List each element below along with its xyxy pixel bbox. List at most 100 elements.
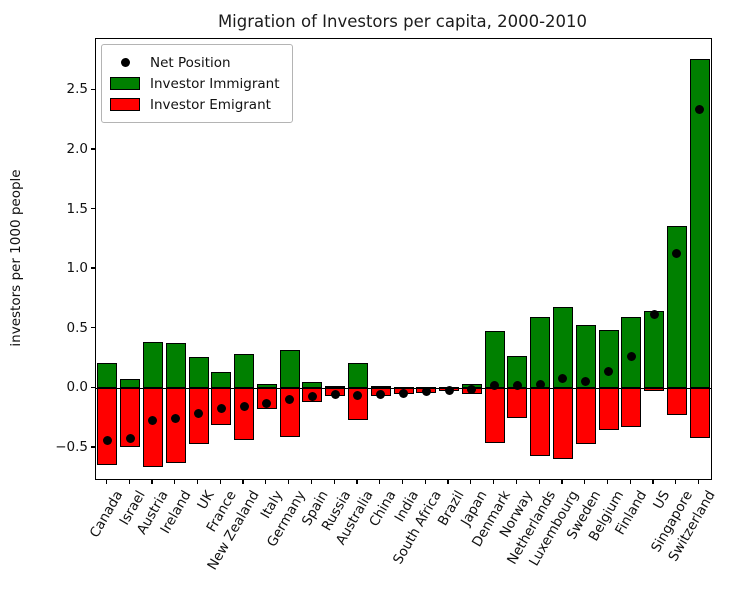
bar-emigrant-denmark [484,387,505,443]
net-dot-italy [262,399,272,409]
net-dot-new-zealand [239,401,249,411]
legend-label: Investor Emigrant [150,96,271,113]
y-tick-−0.5 [90,446,95,448]
legend-item-investor-immigrant: Investor Immigrant [109,73,280,94]
legend-label: Investor Immigrant [150,75,280,92]
net-dot-brazil [444,386,454,396]
bar-emigrant-netherlands [530,387,551,456]
plot-area [95,38,712,480]
patch-icon [110,98,140,111]
bar-immigrant-netherlands [530,316,551,389]
x-tick-denmark [492,479,495,484]
net-dot-us [649,309,659,319]
y-tick-1.0 [90,267,95,269]
x-tick-australia [356,479,358,484]
bar-immigrant-australia [347,363,368,389]
bar-emigrant-austria [142,387,163,467]
legend-item-net-position: Net Position [109,52,280,73]
net-dot-austria [148,416,158,426]
x-tick-germany [287,479,290,484]
x-tick-switzerland [697,479,700,484]
net-dot-norway [512,381,522,391]
y-tick-0.5 [90,327,95,329]
y-tick-label-−0.5: −0.5 [55,438,88,455]
y-tick-label-0.5: 0.5 [66,319,88,336]
patch-icon [110,77,140,90]
bar-immigrant-denmark [484,331,505,389]
legend-item-investor-emigrant: Investor Emigrant [109,94,280,115]
dot-icon [120,58,130,67]
investor-emigrant-swatch [109,98,141,111]
bar-emigrant-sweden [575,387,596,444]
y-axis-label: investors per 1000 people [8,169,24,347]
chart-title: Migration of Investors per capita, 2000-… [217,12,588,31]
net-dot-australia [353,391,363,401]
x-tick-norway [515,479,518,484]
x-tick-uk [196,479,199,484]
x-tick-singapore [675,479,677,484]
legend: Net Position Investor Immigrant Investor E… [101,44,293,123]
net-dot-finland [626,351,636,361]
x-tick-canada [105,479,108,484]
net-dot-south-africa [421,387,431,397]
net-dot-belgium [604,367,613,377]
x-tick-japan [470,479,472,484]
x-tick-spain [310,479,313,484]
legend-label: Net Position [150,54,231,71]
zero-line [96,387,711,390]
net-dot-luxembourg [558,374,568,384]
net-dot-russia [330,389,340,399]
x-tick-luxembourg [561,479,563,484]
y-tick-label-0.0: 0.0 [66,379,88,396]
net-dot-israel [125,433,135,443]
y-tick-2.5 [90,88,95,90]
net-dot-spain [307,392,317,402]
bar-emigrant-ireland [165,387,186,463]
bar-emigrant-finland [621,387,642,428]
x-tick-south-africa [424,479,426,484]
bar-emigrant-singapore [666,387,687,416]
bar-emigrant-norway [507,387,528,418]
x-tick-china [379,479,381,484]
bar-immigrant-canada [97,363,118,389]
net-position-marker [109,58,141,67]
investor-immigrant-swatch [109,77,141,90]
bar-immigrant-belgium [598,329,619,389]
net-dot-canada [102,436,112,446]
bar-immigrant-uk [188,357,209,389]
bar-immigrant-us [644,310,665,389]
x-tick-finland [629,479,631,484]
x-tick-italy [265,479,267,484]
net-dot-japan [467,385,477,395]
bar-immigrant-ireland [165,343,186,389]
bar-immigrant-new-zealand [234,353,255,389]
x-tick-france [219,479,221,484]
net-dot-ireland [171,413,181,423]
y-tick-label-1.5: 1.5 [66,200,88,217]
bar-immigrant-france [211,371,232,389]
x-tick-brazil [447,479,449,484]
x-tick-ireland [174,479,176,484]
bar-emigrant-canada [97,387,118,466]
net-dot-germany [285,394,295,404]
y-tick-2.0 [90,148,95,150]
net-dot-uk [194,408,203,418]
net-dot-india [399,388,408,398]
net-dot-switzerland [695,104,705,114]
x-tick-israel [128,479,130,484]
y-tick-label-2.5: 2.5 [66,81,88,98]
net-dot-sweden [581,376,591,386]
x-tick-netherlands [538,479,540,484]
x-tick-belgium [606,479,609,484]
bar-emigrant-new-zealand [234,387,255,441]
x-tick-india [401,479,404,484]
y-tick-label-1.0: 1.0 [66,260,88,277]
y-tick-label-2.0: 2.0 [66,140,88,157]
x-tick-us [652,479,654,484]
net-dot-france [216,404,226,414]
bar-immigrant-austria [142,341,163,389]
net-dot-denmark [490,381,500,391]
x-tick-austria [151,479,153,484]
y-tick-0.0 [90,386,95,389]
